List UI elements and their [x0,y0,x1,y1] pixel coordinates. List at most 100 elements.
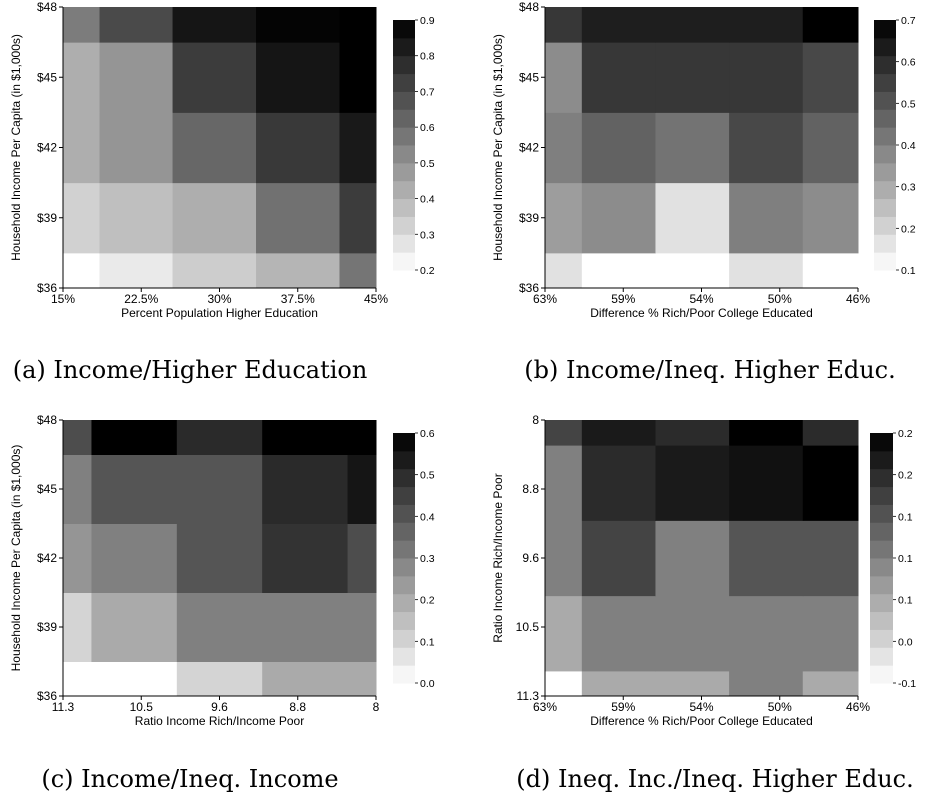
y-tick-label: $48 [37,0,57,14]
colorbar-step [393,629,415,648]
colorbar-step [874,55,896,75]
heatmap-cell [91,523,178,593]
panel-caption: (d) Ineq. Inc./Ineq. Higher Educ. [516,765,913,793]
heatmap-cell [63,661,92,697]
heatmap-cell [262,420,349,455]
colorbar-step [870,450,893,470]
y-axis-label: Household Income Per Capita (in $1,000s) [491,34,505,261]
heatmap-cell [655,445,730,521]
heatmap-cell [63,523,92,593]
heatmap-cell [256,42,340,113]
colorbar-step [393,127,415,146]
heatmap-cell [262,523,349,593]
heatmap-cell [655,420,730,446]
colorbar-tick-label: 0.1 [420,636,435,648]
heatmap-cell [63,7,101,43]
colorbar-step [870,558,893,577]
heatmap-cell [802,252,859,289]
heatmap-cell [581,7,656,43]
colorbar-tick-label: 0.4 [420,511,435,523]
heatmap-cell [347,454,377,524]
heatmap-cell [256,252,340,289]
colorbar-step [874,109,896,128]
heatmap-cell [581,420,656,446]
heatmap-cell [63,182,101,254]
heatmap-cell [581,595,656,672]
heatmap-panel-3: 11.3 10.5 9.6 8.8 8 $36 $39 $42 $45 $48 Ratio Inco… [9,413,435,793]
y-tick-label: $36 [37,281,57,295]
y-tick-label: $39 [519,211,539,225]
colorbar-tick-label: 0.4 [901,140,916,152]
colorbar-step [393,216,415,235]
heatmap-cell [339,7,377,43]
colorbar-step [393,73,415,92]
y-tick-label: $48 [37,413,57,427]
colorbar-step [874,20,896,39]
colorbar-tick-label: 0.1 [898,553,913,565]
heatmap-cell [172,42,257,113]
x-tick-label: 9.6 [211,700,228,714]
colorbar-step [393,91,415,110]
heatmap-panel-4: 63% 59% 54% 50% 46% 11.3 10.5 9.6 8.8 8 Difference… [491,413,916,793]
heatmap-cell [339,182,377,254]
heatmap-cell [729,445,804,521]
heatmap-cell [262,592,349,662]
heatmap-cell [347,420,377,455]
x-tick-label: 22.5% [124,292,158,306]
colorbar-tick-label: -0.1 [898,678,916,690]
colorbar-tick-label: 0.2 [420,265,435,277]
colorbar-tick-label: 0.7 [901,15,916,27]
heatmap-cell [63,252,101,289]
y-tick-label: 10.5 [516,620,540,634]
heatmap-cell [99,182,174,254]
x-tick-label: 59% [611,700,635,714]
colorbar-step [870,629,893,648]
heatmap-cell [256,182,340,254]
heatmap-cell [581,112,656,184]
colorbar-step [874,37,896,57]
x-tick-label: 30% [207,292,231,306]
y-tick-label: $45 [519,70,539,84]
colorbar-step [870,486,893,505]
colorbar-tick-label: 0.4 [420,194,435,206]
panel-caption: (c) Income/Ineq. Income [41,765,338,793]
x-tick-label: 54% [689,292,713,306]
heatmap-cell [655,182,730,254]
colorbar-step [393,145,415,164]
colorbar-step [874,198,896,217]
colorbar-step [393,162,415,182]
colorbar-tick-label: 0.1 [898,595,913,607]
heatmap-cell [581,252,656,289]
colorbar-step [393,647,415,666]
x-tick-label: 46% [846,292,870,306]
colorbar-step [874,216,896,235]
heatmap-cell [545,670,583,697]
heatmap-cell [581,520,656,597]
heatmap-cell [176,523,263,593]
panel-caption: (b) Income/Ineq. Higher Educ. [524,356,896,384]
colorbar-step [870,593,893,613]
colorbar-step [393,504,415,523]
heatmap-cell [91,592,178,662]
y-axis-label: Ratio Income Rich/Income Poor [491,473,505,642]
colorbar-step [393,109,415,128]
heatmap-cell [172,7,257,43]
heatmap-cell [729,252,804,289]
colorbar-step [393,37,415,57]
x-tick-label: 50% [768,700,792,714]
colorbar-step [393,468,415,488]
colorbar-tick-label: 0.6 [420,122,435,134]
colorbar-step [870,647,893,666]
heatmap-cell [172,112,257,184]
heatmap-cell [545,595,583,672]
y-tick-label: 9.6 [522,551,539,565]
heatmap-cell [802,182,859,254]
colorbar-step [870,611,893,630]
y-tick-label: $45 [37,70,57,84]
colorbar-step [393,575,415,595]
colorbar-tick-label: 0.3 [901,182,916,194]
heatmap-panel-1: 15% 22.5% 30% 37.5% 45% $36 $39 $42 $45 $48 Percen… [9,0,435,384]
y-tick-label: 8.8 [522,482,539,496]
colorbar-step [393,486,415,505]
colorbar-step [393,611,415,630]
